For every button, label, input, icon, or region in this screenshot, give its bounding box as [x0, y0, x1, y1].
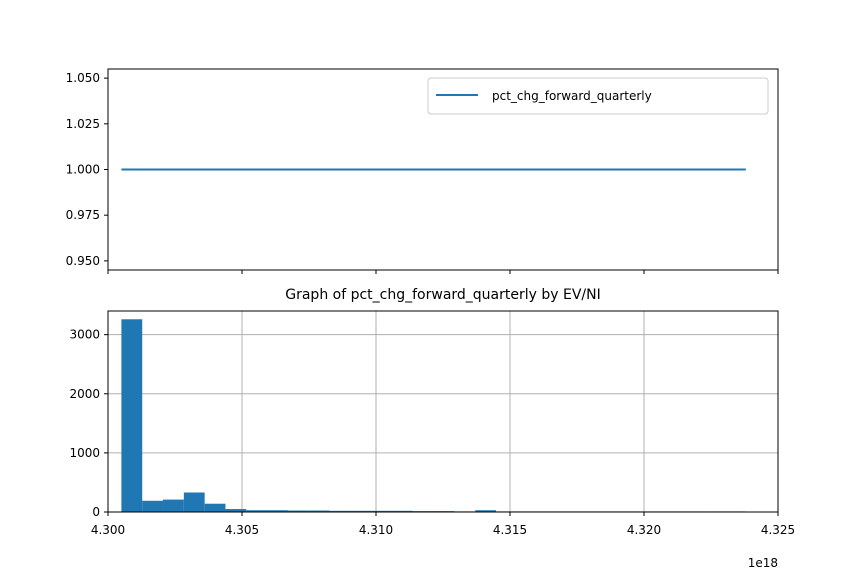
histogram-bar — [225, 509, 247, 512]
line-x-axis-ticks — [107, 270, 779, 274]
histogram-x-axis-ticks: 4.300 4.305 4.310 4.315 4.320 4.325 — [91, 512, 795, 537]
line-y-axis-ticks: 0.950 0.975 1.000 1.025 1.050 — [66, 71, 108, 268]
histogram-x-tick-label: 4.305 — [225, 523, 259, 537]
histogram-y-tick-label: 3000 — [69, 328, 100, 342]
histogram-y-axis-ticks: 0 1000 2000 3000 — [69, 328, 108, 519]
histogram-y-tick-label: 1000 — [69, 446, 100, 460]
line-y-tick-label: 1.025 — [66, 117, 100, 131]
histogram-bar — [246, 510, 268, 512]
histogram-bar — [475, 510, 497, 512]
histogram-y-tick-label: 2000 — [69, 387, 100, 401]
legend: pct_chg_forward_quarterly — [427, 77, 769, 115]
histogram-plot-area — [108, 311, 778, 512]
histogram-bar — [142, 500, 164, 512]
histogram-bar — [308, 510, 330, 512]
histogram-x-tick-label: 4.310 — [359, 523, 393, 537]
line-y-tick-label: 1.050 — [66, 71, 100, 85]
histogram-bars — [121, 319, 746, 512]
histogram-bar — [391, 510, 413, 512]
histogram-bar — [371, 510, 392, 512]
histogram-y-tick-label: 0 — [92, 505, 100, 519]
legend-label: pct_chg_forward_quarterly — [492, 89, 652, 103]
histogram-bar — [287, 510, 309, 512]
histogram-bar — [121, 319, 143, 512]
histogram-panel: Graph of pct_chg_forward_quarterly by EV… — [69, 287, 795, 570]
histogram-x-tick-label: 4.325 — [761, 523, 795, 537]
line-axes-frame — [107, 68, 779, 271]
histogram-bar — [267, 510, 288, 512]
line-y-tick-label: 0.950 — [66, 254, 100, 268]
x-offset-label: 1e18 — [748, 556, 778, 570]
histogram-bar — [163, 499, 184, 512]
line-y-tick-label: 1.000 — [66, 163, 100, 177]
histogram-bar — [183, 492, 205, 512]
line-y-tick-label: 0.975 — [66, 208, 100, 222]
histogram-axes-frame — [107, 310, 779, 513]
histogram-x-tick-label: 4.300 — [91, 523, 125, 537]
histogram-x-tick-label: 4.320 — [627, 523, 661, 537]
histogram-bar — [350, 510, 372, 512]
histogram-title: Graph of pct_chg_forward_quarterly by EV… — [285, 287, 601, 303]
histogram-bar — [329, 510, 351, 512]
histogram-x-tick-label: 4.315 — [493, 523, 527, 537]
histogram-bar — [204, 503, 226, 512]
line-panel: 0.950 0.975 1.000 1.025 1.050 pct_chg_forwar… — [66, 68, 779, 274]
legend-box — [427, 77, 769, 115]
